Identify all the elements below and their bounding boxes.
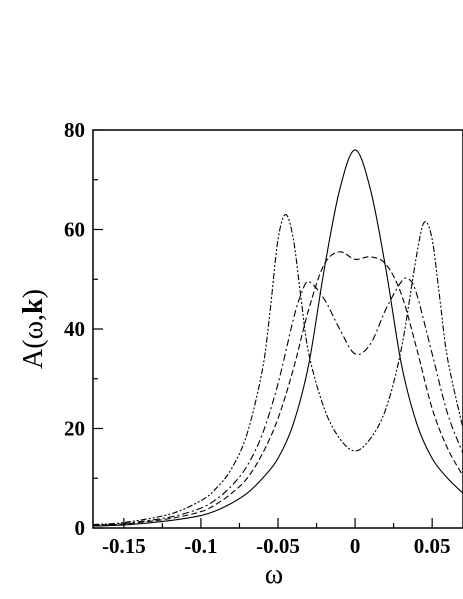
plot-frame xyxy=(92,129,463,529)
y-axis-label-bold: k xyxy=(18,298,49,314)
tick-marks xyxy=(93,129,433,529)
y-tick-label: 0 xyxy=(75,516,86,540)
series-lines xyxy=(93,149,463,527)
series-line-solid xyxy=(93,149,463,527)
y-axis-label: A(ω,k) xyxy=(18,289,49,369)
x-tick-label: -0.05 xyxy=(256,534,300,558)
x-tick-label: 0 xyxy=(350,534,361,558)
x-tick-label: -0.1 xyxy=(184,534,217,558)
x-axis-label: ω xyxy=(265,559,283,590)
y-axis-label-prefix: A(ω, xyxy=(18,314,49,369)
series-line-dashdotdot xyxy=(93,214,463,526)
series-line-dashed xyxy=(93,251,463,527)
y-tick-label: 20 xyxy=(64,417,85,441)
x-tick-label: 0.05 xyxy=(414,534,451,558)
y-tick-label: 60 xyxy=(64,218,85,242)
y-axis-label-suffix: ) xyxy=(18,289,49,298)
y-tick-label: 80 xyxy=(64,118,85,142)
y-tick-label: 40 xyxy=(64,317,85,341)
x-tick-label: -0.15 xyxy=(102,534,146,558)
series-line-dashdot xyxy=(93,277,463,526)
tick-labels: 0 20 40 60 80 -0.15 -0.1 -0.05 0 0.05 xyxy=(64,118,451,558)
